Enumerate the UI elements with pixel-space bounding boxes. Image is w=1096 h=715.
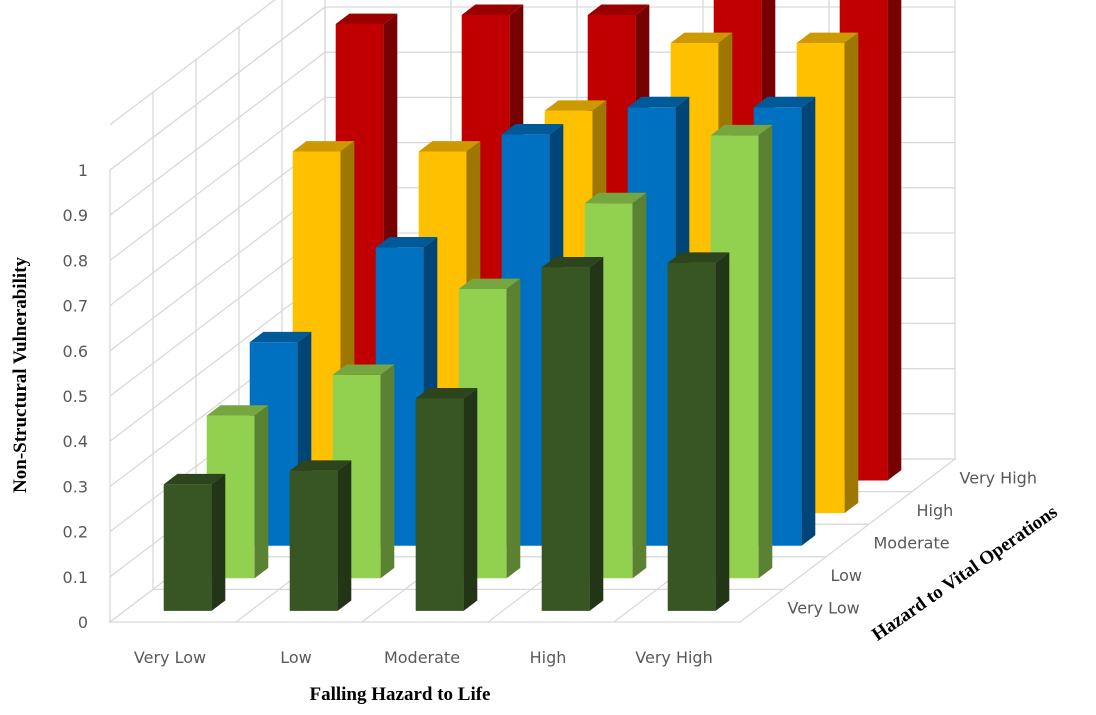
y-tick-label: 0.1 — [63, 568, 88, 587]
y-tick-label: 0.2 — [63, 523, 88, 542]
y-tick-label: 0.7 — [63, 297, 88, 316]
bar-side — [715, 252, 730, 611]
bar-top — [667, 252, 730, 263]
y-axis-ticks: 0 0.1 0.2 0.3 0.4 0.5 0.6 0.7 0.8 0.9 1 — [63, 161, 88, 632]
bar-side — [801, 96, 816, 546]
bar-top — [418, 141, 481, 152]
z-tick-label: Very Low — [788, 599, 860, 618]
bar-side — [211, 473, 226, 611]
bar-side — [380, 364, 395, 579]
bar-front — [289, 470, 338, 611]
z-tick-label: Low — [831, 566, 863, 585]
x-axis-ticks: Very Low Low Moderate High Very High — [134, 648, 713, 667]
y-tick-label: 1 — [78, 161, 88, 180]
y-axis-title: Non-Structural Vulnerability — [10, 257, 31, 493]
bar-top — [627, 96, 690, 108]
bar-top — [541, 257, 604, 268]
bar-top — [206, 405, 269, 416]
bar-top — [375, 237, 438, 248]
bar-front — [415, 398, 464, 611]
z-tick-label: Very High — [960, 468, 1037, 487]
bar-top — [249, 331, 312, 343]
bar-front — [541, 267, 590, 611]
bar — [289, 460, 352, 611]
y-tick-label: 0.6 — [63, 342, 88, 361]
bar-top — [544, 100, 607, 111]
bar — [541, 257, 604, 611]
bar-front — [667, 262, 716, 611]
bar-top — [670, 32, 733, 43]
bar-side — [463, 388, 478, 611]
bar-top — [332, 364, 395, 375]
bar — [163, 473, 226, 611]
x-tick-label: Moderate — [384, 648, 460, 667]
bar-side — [844, 32, 859, 514]
bar-top — [584, 192, 647, 204]
bar-top — [501, 124, 564, 135]
bar-top — [796, 32, 859, 43]
x-tick-label: High — [530, 648, 567, 667]
bar — [415, 388, 478, 611]
gridline — [109, 0, 276, 126]
bar-side — [337, 460, 352, 611]
z-axis-ticks: Very Low Low Moderate High Very High — [788, 468, 1037, 617]
z-axis-title: Hazard to Vital Operations — [868, 501, 1061, 645]
bar-top — [458, 278, 521, 289]
y-tick-label: 0.4 — [63, 432, 88, 451]
bar-side — [254, 405, 269, 579]
z-tick-label: Moderate — [874, 534, 950, 553]
chart-bars — [163, 0, 902, 611]
bar — [667, 252, 730, 611]
y-tick-label: 0.9 — [63, 206, 88, 225]
x-tick-label: Very Low — [134, 648, 206, 667]
x-tick-label: Low — [280, 648, 312, 667]
bar-top — [163, 473, 226, 485]
bar-top — [292, 141, 355, 152]
bar-side — [589, 257, 604, 611]
bar-top — [415, 388, 478, 399]
bar-top — [289, 460, 352, 471]
bar-top — [753, 96, 816, 108]
bar-top — [461, 4, 524, 15]
y-tick-label: 0 — [78, 613, 88, 632]
bar-top — [587, 4, 650, 15]
bar-side — [758, 124, 773, 579]
x-axis-title: Falling Hazard to Life — [309, 684, 490, 705]
y-tick-label: 0.5 — [63, 387, 88, 406]
bar-side — [887, 0, 902, 481]
bar-top — [710, 124, 773, 136]
bar-side — [632, 192, 647, 579]
bar-side — [506, 278, 521, 579]
y-tick-label: 0.8 — [63, 251, 88, 270]
bar-top — [335, 13, 398, 24]
y-tick-label: 0.3 — [63, 477, 88, 496]
x-tick-label: Very High — [635, 648, 712, 667]
bar-front — [163, 484, 212, 611]
z-tick-label: High — [917, 501, 954, 520]
